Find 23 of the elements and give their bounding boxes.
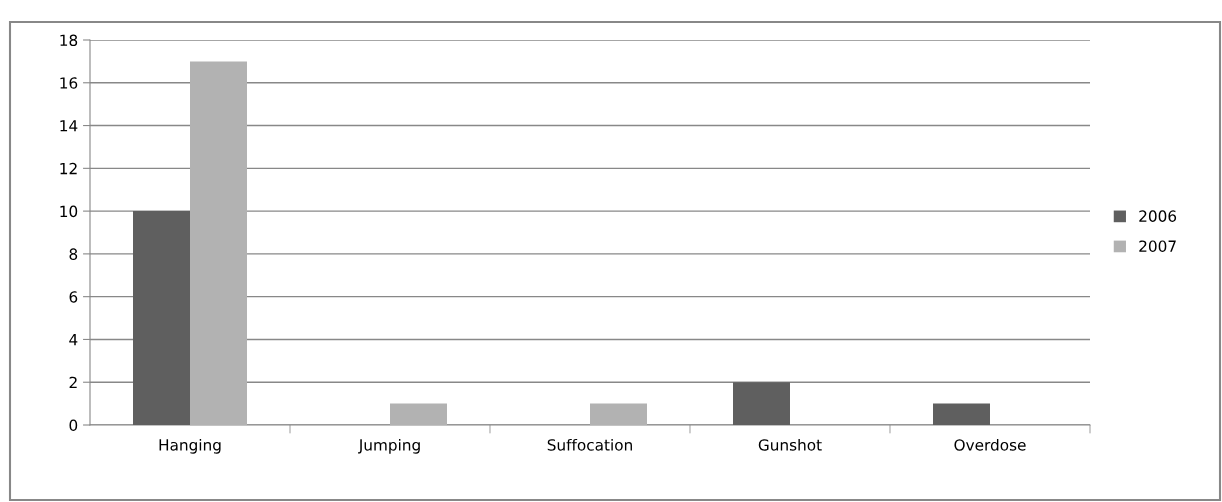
bar	[190, 61, 247, 425]
y-tick-label: 2	[69, 376, 77, 389]
x-tick-label: Suffocation	[547, 438, 632, 451]
y-tick-label: 12	[60, 162, 77, 175]
bar	[390, 403, 447, 425]
y-tick-label: 8	[69, 248, 78, 260]
bar	[133, 211, 190, 425]
y-tick-label: 10	[60, 205, 78, 218]
legend-label: 2007	[1139, 240, 1176, 252]
bar	[733, 382, 790, 425]
y-tick-label: 4	[69, 334, 78, 346]
y-tick-label: 0	[69, 419, 78, 432]
y-tick-label: 16	[60, 77, 78, 89]
y-tick-label: 6	[69, 291, 78, 303]
bar	[933, 403, 990, 425]
x-tick-label: Jumping	[358, 438, 420, 454]
x-tick-label: Overdose	[954, 438, 1026, 451]
x-tick-label: Hanging	[159, 438, 221, 454]
y-tick-label: 18	[60, 34, 78, 47]
bar	[590, 403, 647, 425]
x-tick-label: Gunshot	[758, 438, 822, 451]
legend-label: 2006	[1139, 210, 1177, 222]
y-tick-label: 14	[60, 120, 78, 132]
